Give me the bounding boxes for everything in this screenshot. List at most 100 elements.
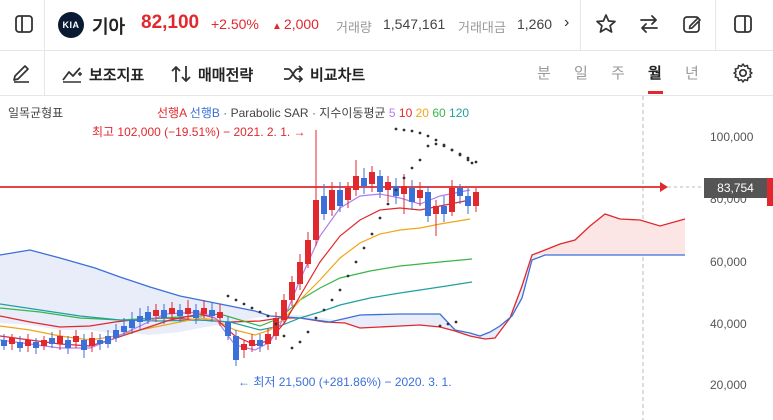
sar-dot [242,302,246,306]
indicator-button[interactable]: 보조지표 [61,63,144,85]
candle-body [449,188,455,212]
price-line-arrow-icon [660,182,668,192]
change-amount-value: 2,000 [283,16,319,32]
strategy-button[interactable]: 매매전략 [170,63,253,85]
sar-dot [298,340,302,344]
candle-body [9,338,15,344]
sar-dot [458,153,462,157]
current-price-tag: 83,754 [704,178,767,198]
candle-body [353,176,359,190]
edit-icon [683,16,701,33]
legend-parabolic-sar: Parabolic SAR [230,106,309,120]
period-tab-day[interactable]: 일 [574,65,588,82]
star-icon [596,14,616,33]
price-chart[interactable] [0,96,773,420]
sar-dot [290,346,294,350]
candle-body [265,334,271,344]
candle-body [129,320,135,328]
candle-body [281,300,287,320]
candle-body [257,340,263,346]
candle-body [1,340,7,346]
right-panel-toggle-button[interactable] [731,12,755,36]
candle-body [425,192,431,216]
sar-dot [306,330,310,334]
candle-body [185,308,191,314]
compare-button[interactable]: 비교차트 [282,63,365,85]
legend-ema-label: 지수이동평균 [319,106,386,120]
candle-body [153,310,159,316]
sar-dot [434,142,438,146]
sar-dot [346,274,350,278]
candle-body [177,310,183,316]
sar-dot [338,288,342,292]
period-tab-minute[interactable]: 분 [537,65,551,82]
sar-dot [394,127,398,131]
candle-body [289,282,295,300]
edit-button[interactable] [680,12,704,36]
y-axis-label: 60,000 [710,255,747,269]
candle-body [233,336,239,360]
sar-dot [446,322,450,326]
legend-leading-b: 선행B [189,106,220,120]
chart-settings-button[interactable] [731,61,755,85]
sar-dot [442,143,446,147]
period-tab-week[interactable]: 주 [611,65,625,82]
sidebar-toggle-button[interactable] [12,12,36,36]
candle-body [345,188,351,200]
candle-body [385,182,391,190]
sar-dot [330,298,334,302]
candle-body [145,312,151,320]
candle-body [105,336,111,344]
candle-body [401,186,407,194]
candle-body [465,196,471,206]
candle-body [249,340,255,346]
sar-dot [266,314,270,318]
legend-ema-60: 60 [432,106,446,120]
stock-name[interactable]: 기아 [92,17,126,37]
candle-body [201,308,207,314]
candle-body [49,338,55,344]
divider [44,51,45,95]
chevron-right-icon[interactable]: › [564,14,570,31]
candle-body [473,192,479,206]
period-tab-year[interactable]: 년 [685,65,699,82]
period-tab-month[interactable]: 월 [648,65,662,82]
sar-dot [434,138,438,142]
sar-dot [426,134,430,138]
volume-label: 거래량 [336,20,372,35]
favorite-button[interactable] [594,12,618,36]
divider [715,0,716,50]
sar-dot [322,308,326,312]
candle-body [113,330,119,338]
candle-body [337,190,343,206]
strategy-button-label: 매매전략 [198,66,254,84]
candle-body [73,336,79,342]
current-price: 82,100 [141,12,200,33]
candle-body [305,240,311,264]
legend-ema-5: 5 [388,106,396,120]
candle-body [17,342,23,348]
candle-body [273,318,279,336]
panel-right-icon [734,15,752,33]
sar-dot [410,129,414,133]
sar-dot [418,158,422,162]
stock-header: KIA 기아 82,100 +2.50% ▲ 2,000 거래량 1,547,16… [0,0,773,51]
candle-body [225,322,231,336]
candle-body [169,308,175,314]
swap-button[interactable] [637,12,661,36]
drawing-tool-button[interactable] [9,61,33,85]
chart-legend[interactable]: 선행A 선행B · Parabolic SAR · 지수이동평균 5 10 20… [157,104,469,121]
candle-body [409,188,415,202]
sar-dot [402,176,406,180]
sar-dot [314,316,318,320]
sar-dot [354,260,358,264]
ichimoku-cloud [0,214,685,339]
shuffle-icon [284,65,303,83]
candle-body [241,344,247,350]
sar-dot [386,202,390,206]
candle-body [433,206,439,214]
sar-dot [402,128,406,132]
trade-value-value: 1,260 [517,16,553,32]
sar-dot [234,298,238,302]
swap-arrows-icon [640,15,658,33]
